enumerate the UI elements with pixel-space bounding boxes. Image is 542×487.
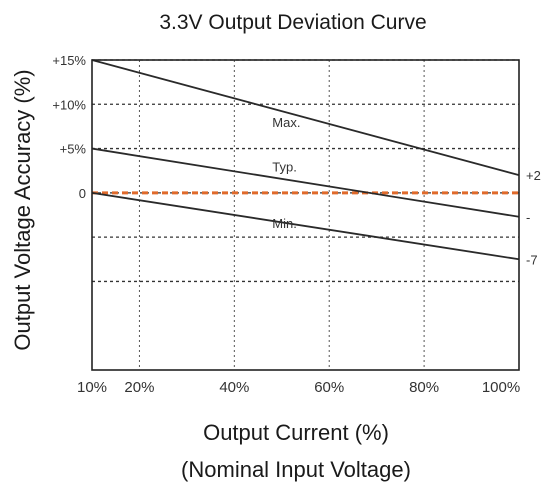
right-edge-label-1: - <box>526 210 530 225</box>
x-tick-label-4: 80% <box>409 379 439 396</box>
x-tick-label-3: 60% <box>314 379 344 396</box>
x-tick-label-2: 40% <box>219 379 249 396</box>
x-tick-label-1: 20% <box>124 379 154 396</box>
series-line-1 <box>91 147 520 218</box>
y-axis-title: Output Voltage Accuracy (%) <box>10 69 35 350</box>
right-edge-label-0: +2 <box>526 168 541 183</box>
series-line-0 <box>91 59 520 177</box>
right-label-layer: +2 - -7 <box>526 168 541 267</box>
x-tick-label-0: 10% <box>77 379 107 396</box>
series-label-layer: Max. Typ. Min. <box>272 115 300 231</box>
series-label-2: Min. <box>272 216 297 231</box>
right-edge-label-2: -7 <box>526 252 538 267</box>
y-tick-label-1: +10% <box>52 97 86 112</box>
series-layer <box>91 59 520 261</box>
y-tick-label-0: +15% <box>52 53 86 68</box>
x-tick-layer: 10% 20% 40% 60% 80% 100% <box>77 379 520 396</box>
series-label-1: Typ. <box>272 159 297 174</box>
series-label-0: Max. <box>272 115 300 130</box>
x-axis-title: Output Current (%) <box>203 420 389 445</box>
x-axis-subtitle: (Nominal Input Voltage) <box>181 457 411 482</box>
y-tick-layer: +15% +10% +5% 0 <box>52 53 86 201</box>
plot-frame <box>91 59 520 371</box>
y-tick-label-2: +5% <box>60 142 87 157</box>
chart-title: 3.3V Output Deviation Curve <box>159 11 426 34</box>
grid-layer <box>92 59 519 370</box>
plot-frame-layer <box>91 59 520 371</box>
x-tick-label-5: 100% <box>482 379 520 396</box>
series-line-2 <box>91 191 520 261</box>
y-tick-label-3: 0 <box>79 186 86 201</box>
